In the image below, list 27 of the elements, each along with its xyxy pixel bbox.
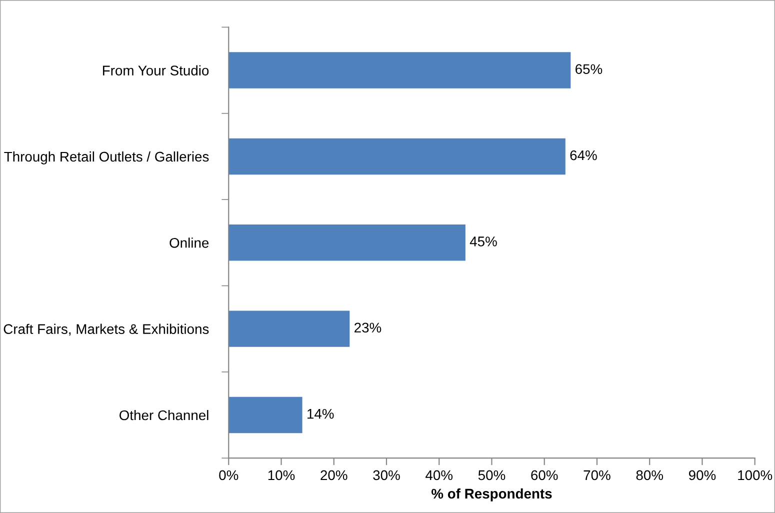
bar [228,396,302,434]
bar [228,310,350,347]
data-label: 65% [576,64,602,74]
y-tick-label: Craft Fairs, Markets & Exhibitions [4,324,209,336]
x-tick-label: 100% [738,470,772,480]
data-label: 23% [354,322,382,333]
x-tick-label: 90% [688,470,716,480]
y-tick-label: Through Retail Outlets / Galleries [4,151,209,164]
x-tick-label: 20% [320,470,348,480]
x-tick-label: 70% [584,470,610,480]
y-tick-label: Online [170,238,209,248]
x-tick-label: 80% [636,470,664,480]
x-tick-label: 30% [373,470,400,480]
y-tick-label: Other Channel [120,410,208,420]
bar [228,224,466,261]
data-label: 64% [570,150,597,160]
bar [228,52,571,88]
bar [228,138,566,175]
data-label: 14% [308,408,334,419]
x-tick-label: 50% [478,470,506,480]
x-tick-label: 10% [268,470,295,480]
x-tick-label: 0% [219,470,238,480]
x-axis-title: % of Respondents [432,488,552,502]
data-label: 45% [470,236,497,246]
y-tick-label: From Your Studio [103,65,209,76]
x-tick-label: 40% [426,470,453,480]
x-tick-label: 60% [531,470,558,480]
